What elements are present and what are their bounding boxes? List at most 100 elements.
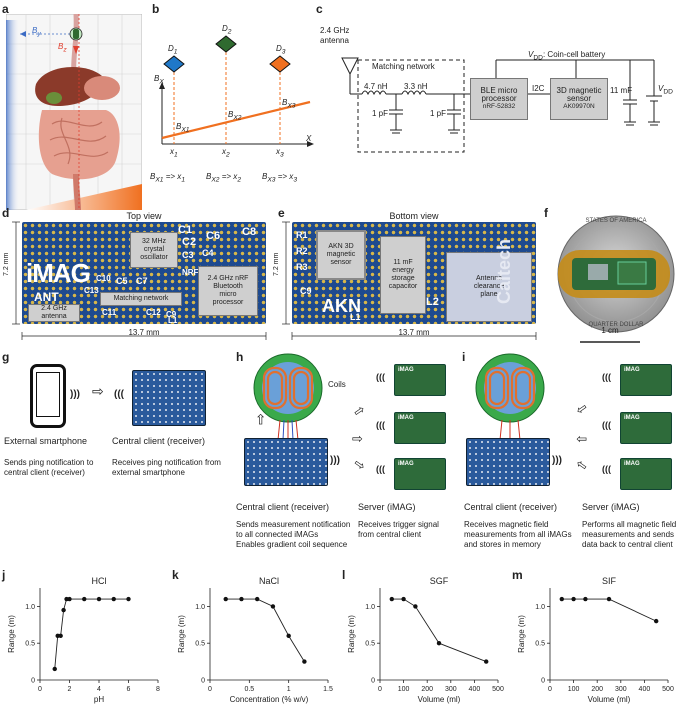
- i2c-label: I2C: [532, 84, 545, 93]
- panel-label-i: i: [462, 350, 466, 364]
- signal-icon-i2: (((: [602, 420, 611, 430]
- oscillator-box: 32 MHz crystal oscillator: [130, 232, 178, 268]
- data-point-k-4: [286, 633, 291, 639]
- data-point-l-4: [484, 659, 489, 664]
- scale-bar-label: 1 cm: [601, 326, 619, 335]
- server-description-h: Receives trigger signal from central cli…: [358, 520, 439, 539]
- mapping-3: BX3 => x3: [262, 172, 298, 184]
- imag-board-i2: iMAG: [620, 412, 672, 444]
- signal-icon-h1: (((: [376, 372, 385, 382]
- arrow-right-icon: ⇨: [92, 383, 104, 399]
- inductor-2-label: 3.3 nH: [404, 82, 428, 91]
- chart-title-l: SGF: [430, 576, 449, 586]
- capacitor-1-label: 1 pF: [372, 109, 389, 118]
- panel-label-g: g: [2, 350, 10, 364]
- x-tick-label-k-0: 0: [208, 686, 212, 693]
- y-tick-label-m-2: 1.0: [535, 604, 545, 611]
- silk-c9: C9: [166, 310, 177, 319]
- pcb-bottom-view: AKN 3D magnetic sensor 11 mF energy stor…: [292, 222, 536, 324]
- x-tick-label-l-2: 200: [421, 686, 433, 693]
- mapping-2: BX2 => x2: [206, 172, 242, 184]
- panel-label-k: k: [172, 568, 179, 582]
- silk-c12: C12: [146, 308, 161, 317]
- coin-bottom-text: QUARTER DOLLAR: [588, 322, 644, 328]
- data-point-j-2: [58, 633, 63, 639]
- mapping-1: BX1 => x1: [150, 172, 186, 184]
- antenna-clearance-box: Antenna clearance plane: [446, 252, 532, 322]
- y-tick-label-l-0: 0: [371, 678, 375, 685]
- central-client-board-h: [244, 438, 328, 486]
- circuit-diagram: 2.4 GHz antenna Matching network 4.7 nH …: [320, 14, 682, 174]
- y-tick-label-k-2: 1.0: [195, 604, 205, 611]
- antenna-label: 2.4 GHz antenna: [320, 26, 350, 45]
- silk-r2: R2: [296, 246, 308, 256]
- y-tick-label-k-0: 0: [201, 678, 205, 685]
- data-point-k-1: [239, 596, 244, 602]
- client-label-g: Central client (receiver): [112, 436, 206, 446]
- silk-c3: C3: [182, 250, 194, 260]
- imag-board-h2: iMAG: [394, 412, 446, 444]
- silk-c5: C5: [116, 276, 128, 286]
- device-label-2: D2: [222, 24, 232, 36]
- phone-signal-icon: ))): [70, 389, 80, 400]
- device-on-coin-photo: STATES OF AMERICA QUARTER DOLLAR: [548, 214, 678, 338]
- matching-network-label: Matching network: [372, 62, 435, 71]
- x-tick-label-k-1: 0.5: [244, 686, 254, 693]
- point-b-3: BX3: [282, 98, 296, 110]
- chart-title-j: HCl: [92, 576, 107, 586]
- server-description-i: Performs all magnetic field measurements…: [582, 520, 677, 549]
- matching-network-box: Matching network: [100, 292, 182, 306]
- server-label-i: Server (iMAG): [582, 502, 640, 512]
- data-point-l-1: [401, 596, 406, 602]
- data-point-j-0: [52, 666, 57, 672]
- signal-icon-i3: (((: [602, 464, 611, 474]
- data-point-m-1: [571, 596, 576, 602]
- panel-label-h: h: [236, 350, 244, 364]
- pcb-top-view: iMAG ANT 2.4 GHz antenna 32 MHz crystal …: [22, 222, 266, 324]
- y-axis-label-j: Range (m): [7, 615, 16, 653]
- silk-l1-bottom: L1: [350, 312, 361, 322]
- point-x-2: x2: [222, 147, 230, 159]
- imag-silk: iMAG: [26, 258, 91, 288]
- point-x-3: x3: [276, 147, 284, 159]
- data-point-k-0: [223, 596, 228, 602]
- imag-board-h3: iMAG: [394, 458, 446, 490]
- silk-c10: C10: [96, 274, 111, 283]
- point-b-2: BX2: [228, 110, 242, 122]
- x-axis-label-j: pH: [94, 695, 104, 704]
- data-point-j-9: [126, 596, 131, 602]
- x-tick-label-j-1: 2: [68, 686, 72, 693]
- data-point-k-2: [255, 596, 260, 602]
- x-tick-label-j-2: 4: [97, 686, 101, 693]
- signal-out-icon: ))): [330, 455, 340, 466]
- central-client-board: [132, 370, 206, 426]
- storage-cap-label: 11 mF: [610, 86, 633, 95]
- silk-c13: C13: [84, 286, 99, 295]
- ble-processor-box: BLE micro processor nRF-52832: [470, 78, 528, 120]
- data-point-l-0: [389, 596, 394, 602]
- y-tick-label-m-0: 0: [541, 678, 545, 685]
- phone-label: External smartphone: [4, 436, 88, 446]
- device-label-1: D1: [168, 44, 178, 56]
- smartphone-icon: [30, 364, 66, 428]
- x-tick-label-j-4: 8: [156, 686, 160, 693]
- data-point-k-3: [270, 604, 276, 609]
- client-description-h: Sends measurement notification to all co…: [236, 520, 351, 549]
- silk-c7: C7: [136, 276, 148, 286]
- bottom-view-width: 13.7 mm: [398, 328, 430, 337]
- silk-c9: C9: [300, 286, 312, 296]
- silk-l2: L2: [426, 296, 439, 308]
- signal-in-icon: ))): [552, 455, 562, 466]
- imag-board-i1: iMAG: [620, 364, 672, 396]
- signal-icon-h2: (((: [376, 420, 385, 430]
- series-line-l: [391, 598, 487, 663]
- panel-label-f: f: [544, 206, 548, 220]
- data-point-j-3: [61, 607, 66, 613]
- y-axis-label-m: Range (m): [517, 615, 526, 653]
- data-point-j-8: [111, 596, 116, 602]
- client-label-i: Central client (receiver): [464, 502, 558, 512]
- bz-label: Bz: [58, 42, 67, 54]
- arrow-right-icon-h: ⇨: [352, 431, 363, 446]
- anatomy-illustration: By Bz: [5, 13, 143, 211]
